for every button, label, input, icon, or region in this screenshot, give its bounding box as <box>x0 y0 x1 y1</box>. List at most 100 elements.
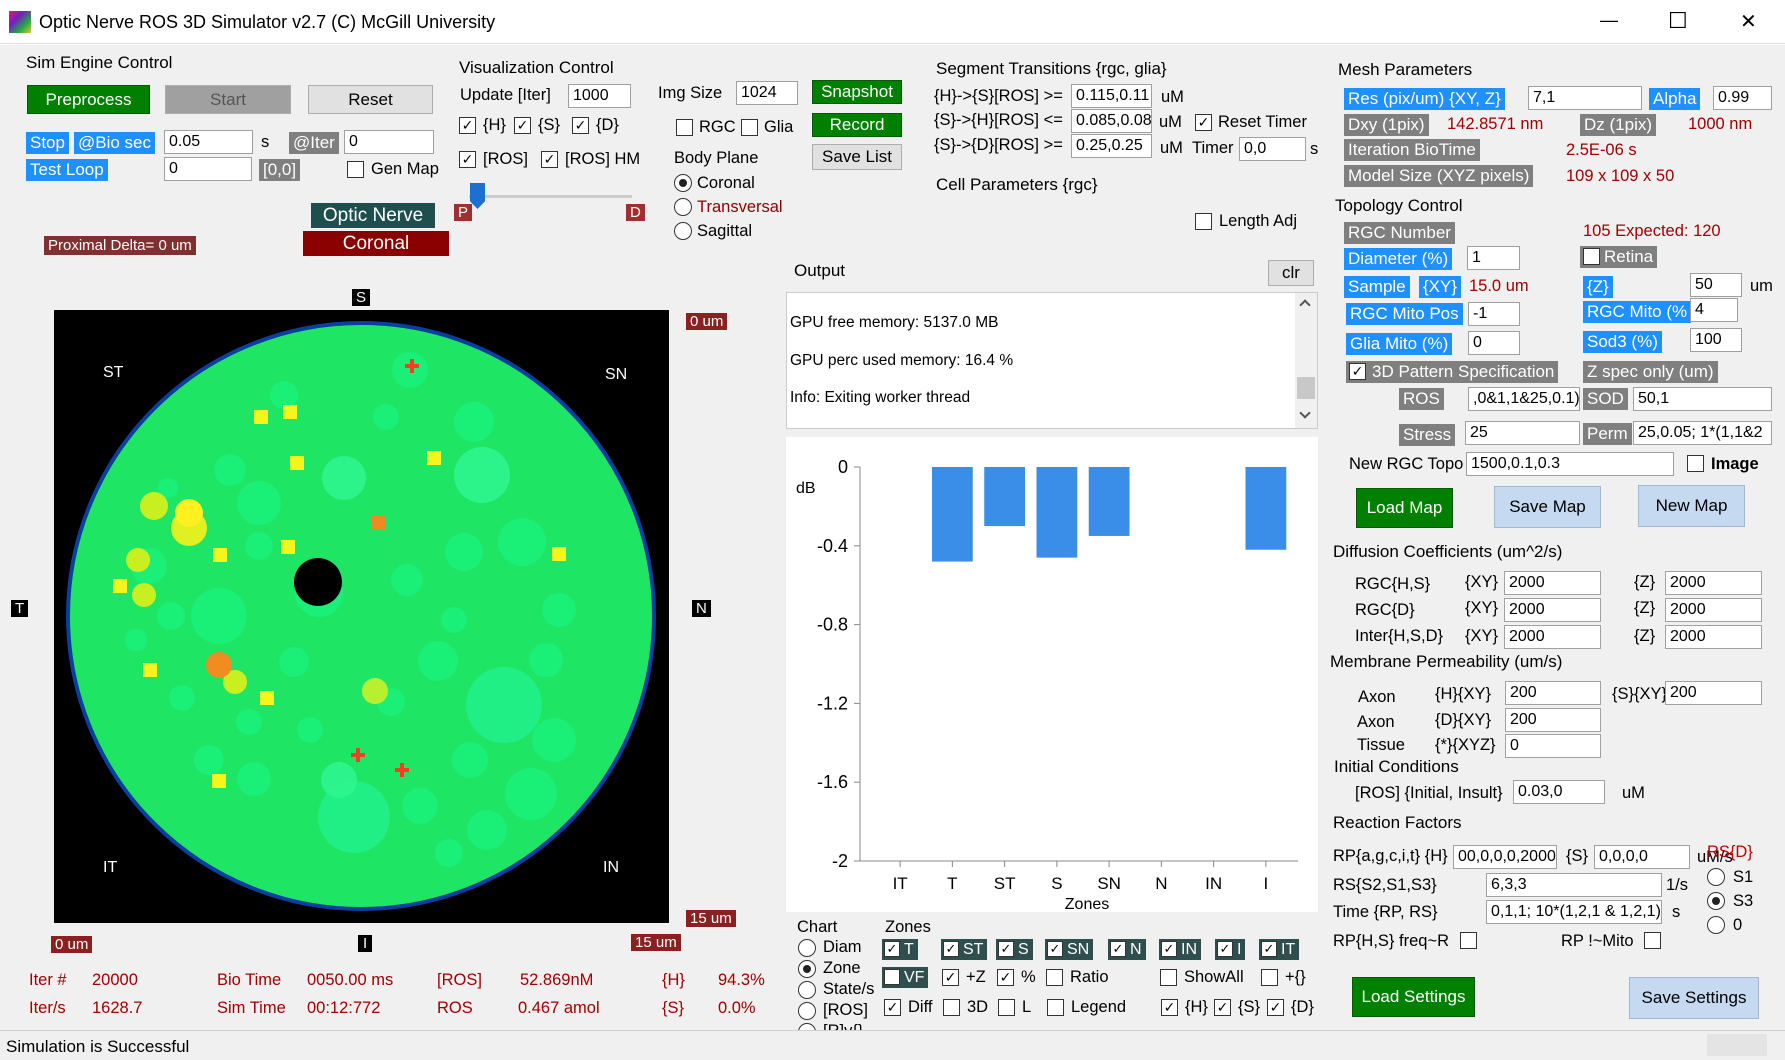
diff-checkbox[interactable] <box>884 999 901 1016</box>
diameter-input[interactable]: 1 <box>1467 246 1520 270</box>
reset-button[interactable]: Reset <box>308 85 433 114</box>
update-input[interactable]: 1000 <box>568 84 631 108</box>
vf-toggle[interactable]: VF <box>882 967 929 988</box>
l-checkbox[interactable] <box>998 999 1015 1016</box>
diff-z-input[interactable]: 2000 <box>1665 598 1762 622</box>
stress-input[interactable]: 25 <box>1465 421 1580 445</box>
chart-d-checkbox[interactable] <box>1267 999 1284 1016</box>
snapshot-button[interactable]: Snapshot <box>812 80 902 104</box>
zone-st-toggle[interactable]: ST <box>941 939 988 960</box>
output-scrollbar[interactable] <box>1295 293 1317 428</box>
rp-mito-checkbox[interactable] <box>1644 932 1661 949</box>
pct-checkbox[interactable] <box>997 969 1014 986</box>
image-checkbox[interactable] <box>1687 455 1704 472</box>
rsd-s3-radio[interactable] <box>1707 892 1725 910</box>
iter-input[interactable]: 0 <box>344 130 434 154</box>
zone-in-checkbox[interactable] <box>1161 941 1177 957</box>
pattern-spec-checkbox[interactable] <box>1349 363 1366 380</box>
rgc-mito-input[interactable]: 4 <box>1690 298 1738 322</box>
rp-s-input[interactable]: 0,0,0,0 <box>1594 845 1690 869</box>
states-radio[interactable] <box>798 981 816 999</box>
diff-xy-input[interactable]: 2000 <box>1504 625 1601 649</box>
rp-freq-checkbox[interactable] <box>1460 932 1477 949</box>
gen-map-checkbox[interactable] <box>347 161 364 178</box>
show-all-checkbox[interactable] <box>1160 969 1177 986</box>
segment-row1-input[interactable]: 0.115,0.11 <box>1071 84 1152 108</box>
close-icon[interactable]: ✕ <box>1740 11 1757 33</box>
vf-checkbox[interactable] <box>884 969 900 985</box>
chart-h-checkbox[interactable] <box>1161 999 1178 1016</box>
scroll-down-icon[interactable] <box>1299 407 1311 419</box>
rgc-checkbox[interactable] <box>676 119 693 136</box>
h-checkbox[interactable] <box>459 117 476 134</box>
z-input[interactable]: 50 <box>1690 273 1742 297</box>
zone-radio[interactable] <box>798 960 816 978</box>
zone-in-toggle[interactable]: IN <box>1159 939 1201 960</box>
save-map-button[interactable]: Save Map <box>1494 486 1601 528</box>
bio-sec-input[interactable]: 0.05 <box>164 130 253 154</box>
start-button[interactable]: Start <box>165 85 291 114</box>
save-settings-button[interactable]: Save Settings <box>1629 977 1759 1019</box>
ros-checkbox[interactable] <box>459 151 476 168</box>
diff-xy-input[interactable]: 2000 <box>1504 598 1601 622</box>
legend-checkbox[interactable] <box>1047 999 1064 1016</box>
retina-checkbox[interactable] <box>1583 248 1600 265</box>
rsd-zero-radio[interactable] <box>1707 916 1725 934</box>
alpha-input[interactable]: 0.99 <box>1713 86 1772 110</box>
rgc-mito-pos-input[interactable]: -1 <box>1468 302 1520 326</box>
zone-sn-toggle[interactable]: SN <box>1045 939 1094 960</box>
maximize-icon[interactable]: ☐ <box>1668 8 1688 33</box>
new-topo-input[interactable]: 1500,0.1,0.3 <box>1466 452 1674 476</box>
zone-s-checkbox[interactable] <box>998 941 1014 957</box>
img-size-input[interactable]: 1024 <box>736 81 798 105</box>
plus-z-checkbox[interactable] <box>942 969 959 986</box>
pattern-spec-toggle[interactable]: 3D Pattern Specification <box>1346 361 1559 383</box>
plane-slider-thumb[interactable] <box>470 183 485 209</box>
ratio-checkbox[interactable] <box>1046 969 1063 986</box>
new-map-button[interactable]: New Map <box>1638 485 1745 527</box>
chart-s-checkbox[interactable] <box>1214 999 1231 1016</box>
topo-ros-input[interactable]: ,0&1,1&25,0.1) <box>1468 387 1580 411</box>
minimize-icon[interactable]: — <box>1600 10 1618 30</box>
rsd-s1-radio[interactable] <box>1707 868 1725 886</box>
preprocess-button[interactable]: Preprocess <box>27 85 150 114</box>
diff-xy-input[interactable]: 2000 <box>1504 571 1601 595</box>
time-input[interactable]: 0,1,1; 10*(1,2,1 & 1,2,1) <box>1486 900 1662 924</box>
axon1-input[interactable]: 200 <box>1505 681 1601 705</box>
ros-hm-checkbox[interactable] <box>541 151 558 168</box>
zone-t-toggle[interactable]: T <box>882 939 918 960</box>
s-checkbox[interactable] <box>514 117 531 134</box>
zone-n-checkbox[interactable] <box>1110 941 1126 957</box>
res-input[interactable]: 7,1 <box>1528 86 1642 110</box>
tissue-input[interactable]: 0 <box>1505 734 1601 758</box>
d3-checkbox[interactable] <box>943 999 960 1016</box>
save-list-button[interactable]: Save List <box>812 144 902 170</box>
zone-sn-checkbox[interactable] <box>1047 941 1063 957</box>
zone-n-toggle[interactable]: N <box>1108 939 1146 960</box>
diff-z-input[interactable]: 2000 <box>1665 625 1762 649</box>
clr-button[interactable]: clr <box>1268 260 1314 286</box>
plane-slider-track[interactable] <box>469 195 632 198</box>
sod-input[interactable]: 50,1 <box>1633 387 1772 411</box>
ros-chart-radio[interactable] <box>798 1002 816 1020</box>
timer-input[interactable]: 0,0 <box>1239 137 1306 161</box>
zone-st-checkbox[interactable] <box>943 941 959 957</box>
coronal-radio[interactable] <box>674 174 692 192</box>
load-map-button[interactable]: Load Map <box>1356 488 1453 528</box>
test-loop-input[interactable]: 0 <box>164 157 252 181</box>
glia-checkbox[interactable] <box>741 119 758 136</box>
test-loop-label[interactable]: Test Loop <box>26 159 108 181</box>
record-button[interactable]: Record <box>812 113 902 137</box>
segment-row2-input[interactable]: 0.085,0.08 <box>1071 109 1152 133</box>
zone-it-toggle[interactable]: IT <box>1259 939 1300 960</box>
stop-label[interactable]: Stop <box>26 132 69 154</box>
d-checkbox[interactable] <box>572 117 589 134</box>
status-resize-grip[interactable] <box>1707 1034 1767 1056</box>
scroll-thumb[interactable] <box>1297 377 1315 399</box>
perm-input[interactable]: 25,0.05; 1*(1,1&2 <box>1633 421 1772 445</box>
rs-input[interactable]: 6,3,3 <box>1486 873 1662 897</box>
zone-it-checkbox[interactable] <box>1261 941 1277 957</box>
load-settings-button[interactable]: Load Settings <box>1352 977 1475 1017</box>
zone-t-checkbox[interactable] <box>884 941 900 957</box>
length-adj-checkbox[interactable] <box>1195 213 1212 230</box>
